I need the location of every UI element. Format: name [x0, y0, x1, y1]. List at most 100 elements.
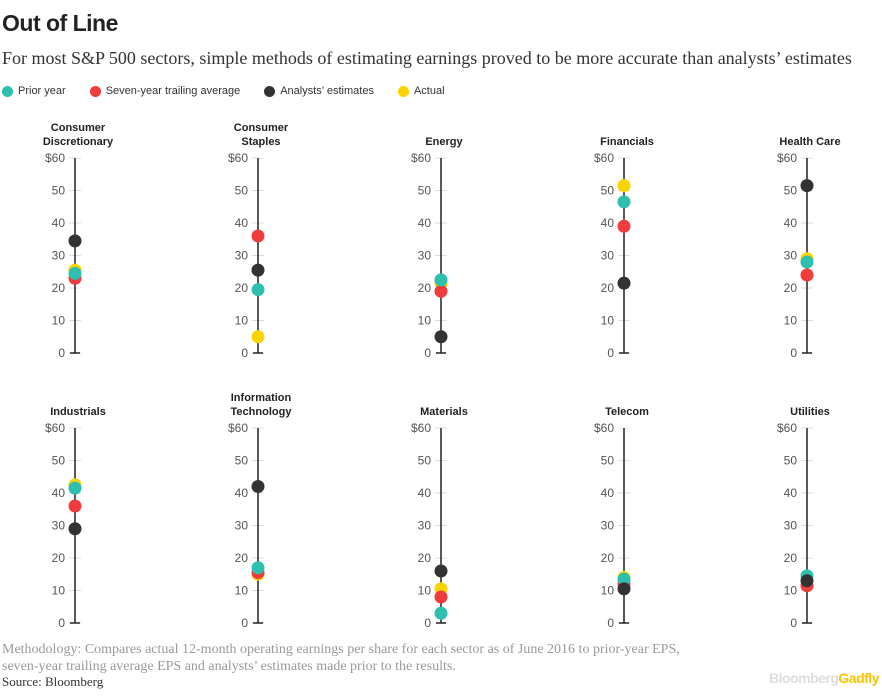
data-point-seven — [617, 219, 631, 233]
data-point-prior — [251, 561, 265, 575]
sector-label: Health Care — [779, 136, 840, 148]
y-tick-label: $60 — [594, 421, 614, 435]
data-point-prior — [617, 195, 631, 209]
y-tick-label: 10 — [784, 314, 798, 328]
y-tick-label: 30 — [784, 519, 798, 533]
y-tick-label: 30 — [52, 249, 66, 263]
methodology-note: Methodology: Compares actual 12-month op… — [2, 642, 680, 674]
data-point-prior — [68, 481, 82, 495]
y-tick-label: 30 — [601, 249, 615, 263]
sector-label: Industrials — [50, 406, 106, 418]
data-point-analysts — [434, 564, 448, 578]
y-tick-label: 40 — [418, 216, 432, 230]
y-tick-label: 50 — [601, 454, 615, 468]
y-tick-label: 30 — [418, 249, 432, 263]
y-tick-label: 50 — [601, 184, 615, 198]
y-tick-label: 50 — [784, 184, 798, 198]
data-point-prior — [68, 266, 82, 280]
y-tick-label: 40 — [235, 486, 249, 500]
y-tick-label: 0 — [58, 616, 65, 630]
y-tick-label: $60 — [411, 421, 431, 435]
sector-label: Materials — [420, 406, 468, 418]
legend-label: Prior year — [18, 85, 66, 97]
y-tick-label: 30 — [235, 249, 249, 263]
y-tick-label: 30 — [52, 519, 66, 533]
data-point-seven — [251, 229, 265, 243]
y-tick-label: 50 — [52, 454, 66, 468]
data-point-analysts — [251, 480, 265, 493]
y-tick-label: 0 — [424, 616, 431, 630]
y-tick-label: 50 — [784, 454, 798, 468]
y-tick-label: 20 — [52, 281, 66, 295]
legend-item-prior-year: Prior year — [2, 85, 66, 97]
y-tick-label: 20 — [601, 551, 615, 565]
data-point-analysts — [68, 522, 82, 536]
data-point-analysts — [800, 179, 814, 193]
y-tick-label: 10 — [52, 314, 66, 328]
y-tick-label: 20 — [235, 281, 249, 295]
y-tick-label: 30 — [418, 519, 432, 533]
y-tick-label: 20 — [418, 281, 432, 295]
y-tick-label: $60 — [777, 421, 797, 435]
sector-label: Utilities — [790, 406, 830, 418]
y-tick-label: 30 — [601, 519, 615, 533]
sector-label: Technology — [231, 406, 293, 418]
y-tick-label: 10 — [418, 584, 432, 598]
y-tick-label: 40 — [601, 216, 615, 230]
legend-swatch — [89, 85, 101, 97]
sector-label: Telecom — [605, 406, 649, 418]
y-tick-label: 10 — [601, 584, 615, 598]
chart-subtitle: For most S&P 500 sectors, simple methods… — [2, 48, 852, 68]
data-point-prior — [251, 283, 265, 297]
y-tick-label: 20 — [235, 551, 249, 565]
data-point-analysts — [617, 582, 631, 596]
chart-title: Out of Line — [2, 10, 118, 36]
sector-label: Financials — [600, 136, 654, 148]
sector-label: Energy — [425, 136, 463, 148]
y-tick-label: 0 — [607, 616, 614, 630]
legend-swatch — [397, 85, 409, 97]
bloomberg-gadfly-logo: BloombergGadfly — [769, 670, 879, 686]
y-tick-label: 50 — [418, 454, 432, 468]
y-tick-label: 10 — [418, 314, 432, 328]
legend-label: Seven-year trailing average — [105, 85, 241, 97]
y-tick-label: 10 — [601, 314, 615, 328]
y-tick-label: 40 — [784, 216, 798, 230]
y-tick-label: 40 — [52, 486, 66, 500]
legend-label: Actual — [413, 85, 445, 97]
y-tick-label: $60 — [228, 421, 248, 435]
y-tick-label: 50 — [418, 184, 432, 198]
y-tick-label: 0 — [607, 346, 614, 360]
data-point-seven — [800, 268, 814, 282]
y-tick-label: $60 — [411, 151, 431, 165]
y-tick-label: 20 — [784, 551, 798, 565]
y-tick-label: 40 — [601, 486, 615, 500]
data-point-analysts — [800, 574, 814, 588]
y-tick-label: 50 — [235, 454, 249, 468]
y-tick-label: 0 — [790, 346, 797, 360]
legend-item-actual: Actual — [397, 85, 445, 97]
y-tick-label: 20 — [784, 281, 798, 295]
data-point-seven — [434, 590, 448, 604]
data-point-prior — [434, 606, 448, 620]
legend-swatch — [2, 85, 13, 97]
y-tick-label: 0 — [241, 346, 248, 360]
y-tick-label: 0 — [790, 616, 797, 630]
y-tick-label: $60 — [777, 151, 797, 165]
y-tick-label: 0 — [424, 346, 431, 360]
data-point-prior — [617, 572, 631, 586]
y-tick-label: $60 — [594, 151, 614, 165]
y-tick-label: 0 — [241, 616, 248, 630]
data-point-analysts — [617, 276, 631, 290]
data-point-seven — [434, 284, 448, 298]
legend: Prior year Seven-year trailing average A… — [2, 85, 445, 97]
y-tick-label: 10 — [52, 584, 66, 598]
legend-item-seven-year: Seven-year trailing average — [89, 85, 241, 97]
sector-label: Information — [231, 392, 292, 404]
y-tick-label: 30 — [235, 519, 249, 533]
data-point-analysts — [251, 263, 265, 277]
y-tick-label: 0 — [58, 346, 65, 360]
sector-label: Discretionary — [43, 136, 114, 148]
sector-label: Consumer — [234, 122, 289, 134]
